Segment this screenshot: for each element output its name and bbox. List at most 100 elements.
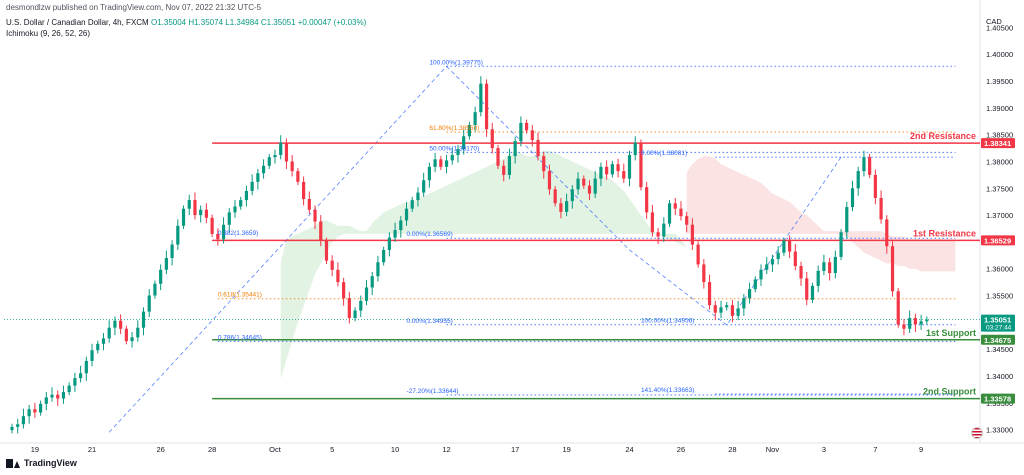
candle-body [324,240,329,261]
candle-body [319,221,323,241]
fib-label-11: 141.40%(1.33663) [641,387,695,394]
candle-body [462,136,466,150]
x-tick-label: 7 [873,445,877,454]
candle-body [822,262,826,271]
y-tick-label: 1.40500 [986,23,1013,32]
candle-body [879,197,883,220]
fib-label-7: 0.00%(1.34955) [407,318,453,325]
candle-body [885,219,889,247]
candle-body [170,244,174,258]
x-tick-label: 19 [562,445,570,454]
candle-body [850,188,855,208]
candle-body [302,181,306,200]
candle-body [96,343,100,351]
y-tick-label: 1.34500 [986,345,1013,354]
tradingview-footer[interactable]: TradingView [6,458,77,468]
x-tick-label: 19 [31,445,39,454]
candle-body [565,201,569,212]
candle-body [582,178,586,186]
symbol-info: U.S. Dollar / Canadian Dollar, 4h, FXCM … [6,18,366,27]
y-tick-label: 1.38500 [986,131,1013,140]
candle-body [399,220,403,231]
candle-body [816,270,820,286]
candle-body [107,327,111,339]
candle-body [473,112,477,126]
candle-body [38,403,43,413]
candle-body [250,181,254,191]
fib-label-10: 100.00%(1.34956) [641,318,695,325]
candle-body [599,166,603,179]
candle-body [616,164,620,172]
level-label-3: 2nd Support [923,387,976,397]
candle-body [845,207,849,233]
candle-body [502,165,506,175]
publisher-info: desmondlzw published on TradingView.com,… [6,3,262,12]
candle-body [44,397,48,404]
candle-body [862,157,866,172]
y-tick-label: 1.39500 [986,77,1013,86]
candle-body [519,122,523,142]
candle-body [702,264,706,283]
candle-body [530,130,534,141]
candle-body [370,276,374,288]
candle-body [542,156,546,172]
candle-body [782,240,786,253]
candle-body [925,319,929,322]
candle-body [553,189,557,204]
candle-body [21,416,26,425]
candle-body [536,140,540,157]
candle-body [685,216,689,225]
x-tick-label: 10 [391,445,399,454]
candle-body [119,320,123,329]
candle-body [742,298,746,309]
y-tick-label: 1.39000 [986,104,1013,113]
fib-label-3: 0.382(1.3659) [218,230,258,237]
candle-body [336,269,340,283]
x-tick-label: 12 [442,445,450,454]
candle-body [239,200,243,207]
candle-body [153,283,157,296]
footer-brand: TradingView [24,458,77,468]
candle-body [164,257,168,270]
candle-body [479,83,483,113]
candle-body [645,187,649,213]
candle-body [347,298,351,319]
fib-label-1: 61.80%(1.38550) [429,125,479,132]
candle-body [627,155,632,179]
y-tick-label: 1.36000 [986,265,1013,274]
candle-body [759,269,763,280]
candle-body [284,142,289,162]
candle-body [404,208,409,221]
fib-label-8: -27.20%(1.33644) [407,388,459,395]
x-tick-label: 17 [511,445,519,454]
candle-body [433,159,437,167]
ichimoku-cloud-2 [686,156,956,272]
candle-body [707,282,712,306]
candle-body [56,394,60,399]
candle-body [216,233,220,240]
candle-body [736,308,740,316]
candle-body [713,305,717,313]
candle-body [279,142,283,156]
candle-body [159,269,163,284]
candle-body [136,327,140,338]
x-tick-label: 5 [330,445,334,454]
candle-body [610,164,614,175]
candle-body [73,378,77,386]
candle-body [313,209,317,222]
x-tick-label: 3 [822,445,826,454]
candle-body [221,224,226,240]
candle-body [307,199,311,210]
us-flag-icon [971,427,983,439]
candle-body [364,287,369,301]
y-tick-label: 1.40000 [986,50,1013,59]
fib-label-9: 0.00%(1.38081) [641,150,687,157]
candle-body [776,252,780,260]
candle-body [513,141,517,157]
candle-body [576,178,580,190]
candle-body [667,203,672,224]
candle-body [450,155,454,161]
candle-body [256,173,260,182]
x-tick-label: 28 [728,445,736,454]
